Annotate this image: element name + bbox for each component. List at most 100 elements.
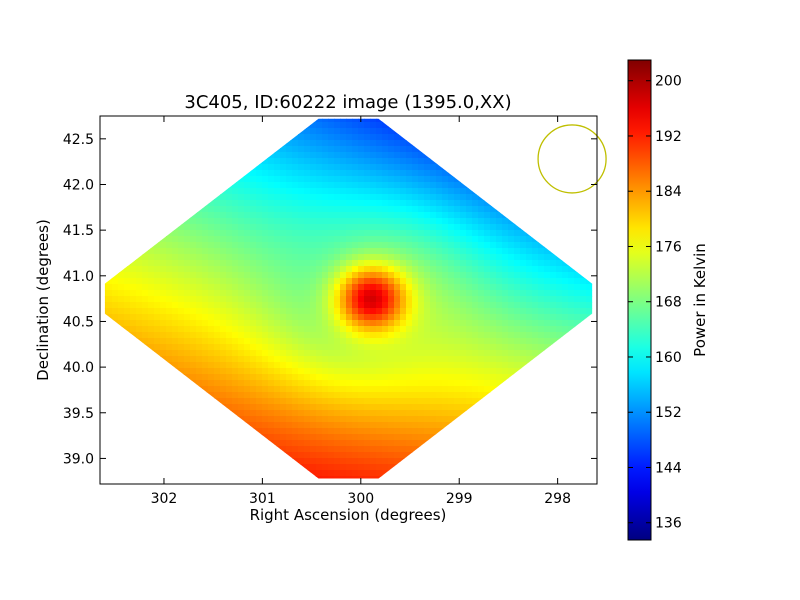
heatmap-cell <box>196 134 203 141</box>
heatmap-cell <box>190 452 197 459</box>
heatmap-cell <box>400 278 407 285</box>
heatmap-cell <box>406 158 413 165</box>
heatmap-cell <box>124 122 131 129</box>
heatmap-cell <box>262 410 269 417</box>
heatmap-cell <box>280 200 287 207</box>
heatmap-cell <box>394 320 401 327</box>
heatmap-cell <box>136 248 143 255</box>
heatmap-cell <box>460 158 467 165</box>
heatmap-cell <box>220 266 227 273</box>
heatmap-cell <box>592 386 593 393</box>
heatmap-cell <box>550 296 557 303</box>
heatmap-cell <box>490 428 497 435</box>
heatmap-cell <box>112 458 119 465</box>
heatmap-cell <box>370 290 377 297</box>
heatmap-cell <box>472 458 479 465</box>
heatmap-cell <box>370 188 377 195</box>
heatmap-cell <box>232 152 239 159</box>
heatmap-cell <box>424 410 431 417</box>
heatmap-cell <box>532 200 539 207</box>
heatmap-cell <box>184 188 191 195</box>
heatmap-cell <box>508 242 515 249</box>
heatmap-cell <box>154 356 161 363</box>
heatmap-cell <box>214 362 221 369</box>
heatmap-cell <box>106 218 113 225</box>
heatmap-cell <box>124 176 131 183</box>
heatmap-cell <box>130 350 137 357</box>
heatmap-cell <box>136 416 143 423</box>
heatmap-cell <box>286 182 293 189</box>
heatmap-cell <box>490 230 497 237</box>
heatmap-cell <box>550 362 557 369</box>
heatmap-cell <box>454 362 461 369</box>
heatmap-cell <box>532 248 539 255</box>
heatmap-cell <box>256 158 263 165</box>
heatmap-cell <box>382 266 389 273</box>
heatmap-cell <box>490 266 497 273</box>
heatmap-cell <box>130 344 137 351</box>
heatmap-cell <box>166 152 173 159</box>
heatmap-cell <box>346 134 353 141</box>
heatmap-cell <box>136 290 143 297</box>
heatmap-cell <box>286 458 293 465</box>
heatmap-cell <box>262 146 269 153</box>
heatmap-cell <box>280 392 287 399</box>
heatmap-cell <box>346 212 353 219</box>
heatmap-cell <box>196 434 203 441</box>
heatmap-cell <box>388 164 395 171</box>
heatmap-cell <box>400 362 407 369</box>
heatmap-cell <box>280 290 287 297</box>
heatmap-cell <box>484 302 491 309</box>
heatmap-cell <box>118 362 125 369</box>
heatmap-cell <box>448 362 455 369</box>
heatmap-cell <box>154 176 161 183</box>
heatmap-cell <box>484 344 491 351</box>
heatmap-cell <box>430 344 437 351</box>
heatmap-cell <box>280 458 287 465</box>
heatmap-cell <box>160 476 167 479</box>
heatmap-cell <box>292 380 299 387</box>
heatmap-cell <box>526 118 533 123</box>
heatmap-cell <box>340 398 347 405</box>
heatmap-cell <box>304 146 311 153</box>
heatmap-cell <box>274 146 281 153</box>
heatmap-cell <box>124 134 131 141</box>
heatmap-cell <box>454 428 461 435</box>
heatmap-cell <box>382 428 389 435</box>
heatmap-cell <box>238 134 245 141</box>
heatmap-cell <box>340 170 347 177</box>
heatmap-cell <box>556 434 563 441</box>
heatmap-cell <box>442 410 449 417</box>
heatmap-cell <box>436 230 443 237</box>
heatmap-cell <box>574 170 581 177</box>
heatmap-cell <box>502 296 509 303</box>
heatmap-cell <box>178 452 185 459</box>
heatmap-cell <box>172 230 179 237</box>
heatmap-cell <box>262 404 269 411</box>
heatmap-cell <box>190 188 197 195</box>
heatmap-cell <box>478 290 485 297</box>
heatmap-cell <box>400 254 407 261</box>
heatmap-cell <box>442 134 449 141</box>
heatmap-cell <box>478 230 485 237</box>
heatmap-cell <box>124 452 131 459</box>
heatmap-cell <box>382 338 389 345</box>
heatmap-cell <box>118 404 125 411</box>
heatmap-cell <box>334 260 341 267</box>
heatmap-cell <box>550 452 557 459</box>
heatmap-cell <box>538 296 545 303</box>
heatmap-cell <box>298 188 305 195</box>
heatmap-cell <box>502 200 509 207</box>
heatmap-cell <box>202 332 209 339</box>
heatmap-cell <box>106 296 113 303</box>
heatmap-cell <box>262 296 269 303</box>
heatmap-cell <box>142 158 149 165</box>
heatmap-cell <box>256 260 263 267</box>
heatmap-cell <box>592 392 593 399</box>
heatmap-cell <box>376 182 383 189</box>
heatmap-cell <box>172 146 179 153</box>
heatmap-cell <box>226 386 233 393</box>
heatmap-cell <box>104 302 107 309</box>
heatmap-cell <box>184 374 191 381</box>
heatmap-cell <box>364 134 371 141</box>
